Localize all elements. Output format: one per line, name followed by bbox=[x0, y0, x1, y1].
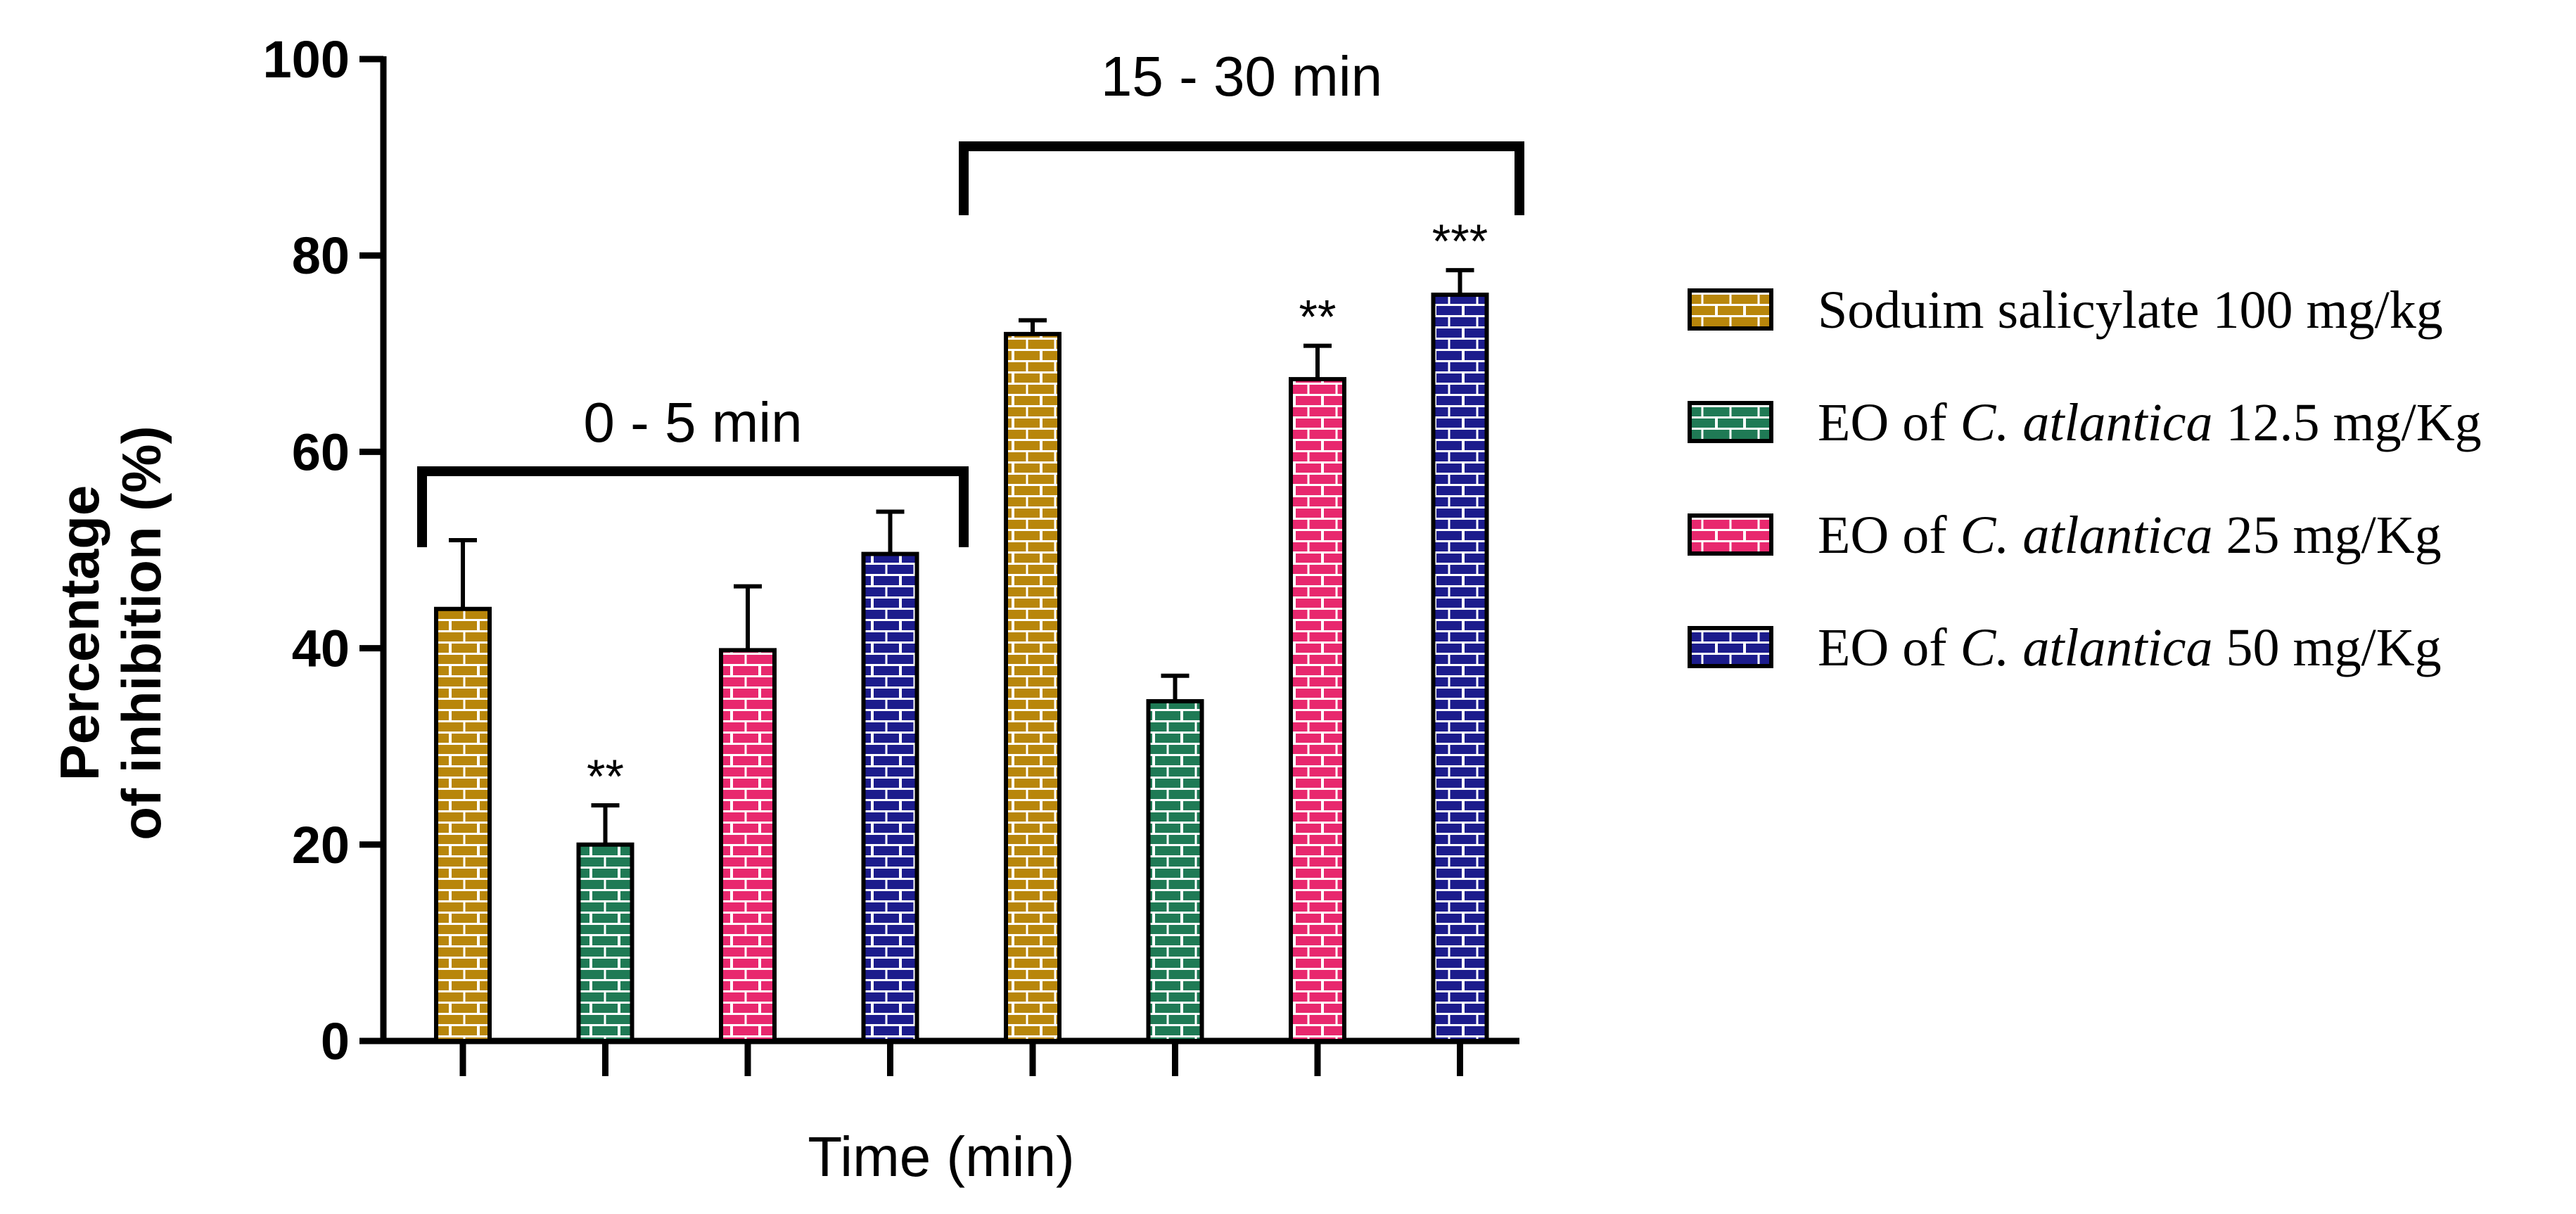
y-axis-label-line-2: of inhibition (%) bbox=[110, 426, 172, 840]
bar bbox=[719, 648, 777, 1043]
bars: ******* bbox=[434, 215, 1489, 1044]
error-bar bbox=[591, 803, 620, 845]
group-bracket-0: 0 - 5 min bbox=[417, 391, 969, 547]
y-tick-label: 100 bbox=[263, 30, 350, 89]
y-axis-label: Percentage of inhibition (%) bbox=[49, 426, 172, 840]
y-tick-label: 80 bbox=[292, 226, 350, 285]
legend-label: Soduim salicylate 100 mg/kg bbox=[1818, 281, 2443, 340]
legend-label: EO of C. atlantica 12.5 mg/Kg bbox=[1818, 393, 2482, 452]
error-bar bbox=[1446, 268, 1474, 295]
error-bar bbox=[1303, 343, 1332, 380]
group-bracket-1: 15 - 30 min bbox=[959, 45, 1524, 215]
bar bbox=[1289, 377, 1346, 1043]
legend-label: EO of C. atlantica 50 mg/Kg bbox=[1818, 618, 2442, 677]
legend-swatch bbox=[1688, 513, 1773, 556]
bar bbox=[434, 606, 492, 1043]
error-bar bbox=[1019, 318, 1047, 334]
bar bbox=[1004, 331, 1061, 1043]
y-tick-label: 40 bbox=[292, 620, 350, 678]
y-tick-label: 20 bbox=[292, 816, 350, 874]
y-axis-label-line-1: Percentage bbox=[49, 485, 110, 781]
error-bar bbox=[734, 584, 762, 651]
error-bar bbox=[1161, 673, 1190, 701]
error-bar bbox=[876, 509, 905, 554]
bar bbox=[861, 551, 919, 1043]
legend-item: Soduim salicylate 100 mg/kg bbox=[1688, 281, 2443, 340]
error-bar bbox=[449, 538, 477, 609]
legend-swatch bbox=[1688, 626, 1773, 668]
x-axis-label: Time (min) bbox=[808, 1125, 1074, 1188]
legend-swatch bbox=[1688, 401, 1773, 443]
y-tick-label: 60 bbox=[292, 423, 350, 481]
legend-label: EO of C. atlantica 25 mg/Kg bbox=[1818, 506, 2442, 565]
x-axis-ticks bbox=[459, 1041, 1463, 1076]
y-axis-ticks: 0 20 40 60 80 100 bbox=[263, 30, 383, 1071]
legend-swatch bbox=[1688, 288, 1773, 331]
group-brackets: 0 - 5 min 15 - 30 min bbox=[417, 45, 1524, 547]
bar bbox=[1146, 698, 1204, 1043]
bar bbox=[576, 842, 635, 1044]
legend-item: EO of C. atlantica 25 mg/Kg bbox=[1688, 506, 2442, 565]
legend-item: EO of C. atlantica 50 mg/Kg bbox=[1688, 618, 2442, 677]
legend-item: EO of C. atlantica 12.5 mg/Kg bbox=[1688, 393, 2482, 452]
group-label: 15 - 30 min bbox=[1101, 45, 1382, 108]
y-tick-label: 0 bbox=[321, 1012, 350, 1071]
significance-label: ** bbox=[587, 750, 624, 803]
bar bbox=[1431, 293, 1489, 1043]
significance-label: *** bbox=[1432, 215, 1488, 268]
group-label: 0 - 5 min bbox=[583, 391, 802, 454]
significance-label: ** bbox=[1299, 290, 1337, 344]
legend: Soduim salicylate 100 mg/kg EO of C. atla… bbox=[1688, 281, 2482, 677]
